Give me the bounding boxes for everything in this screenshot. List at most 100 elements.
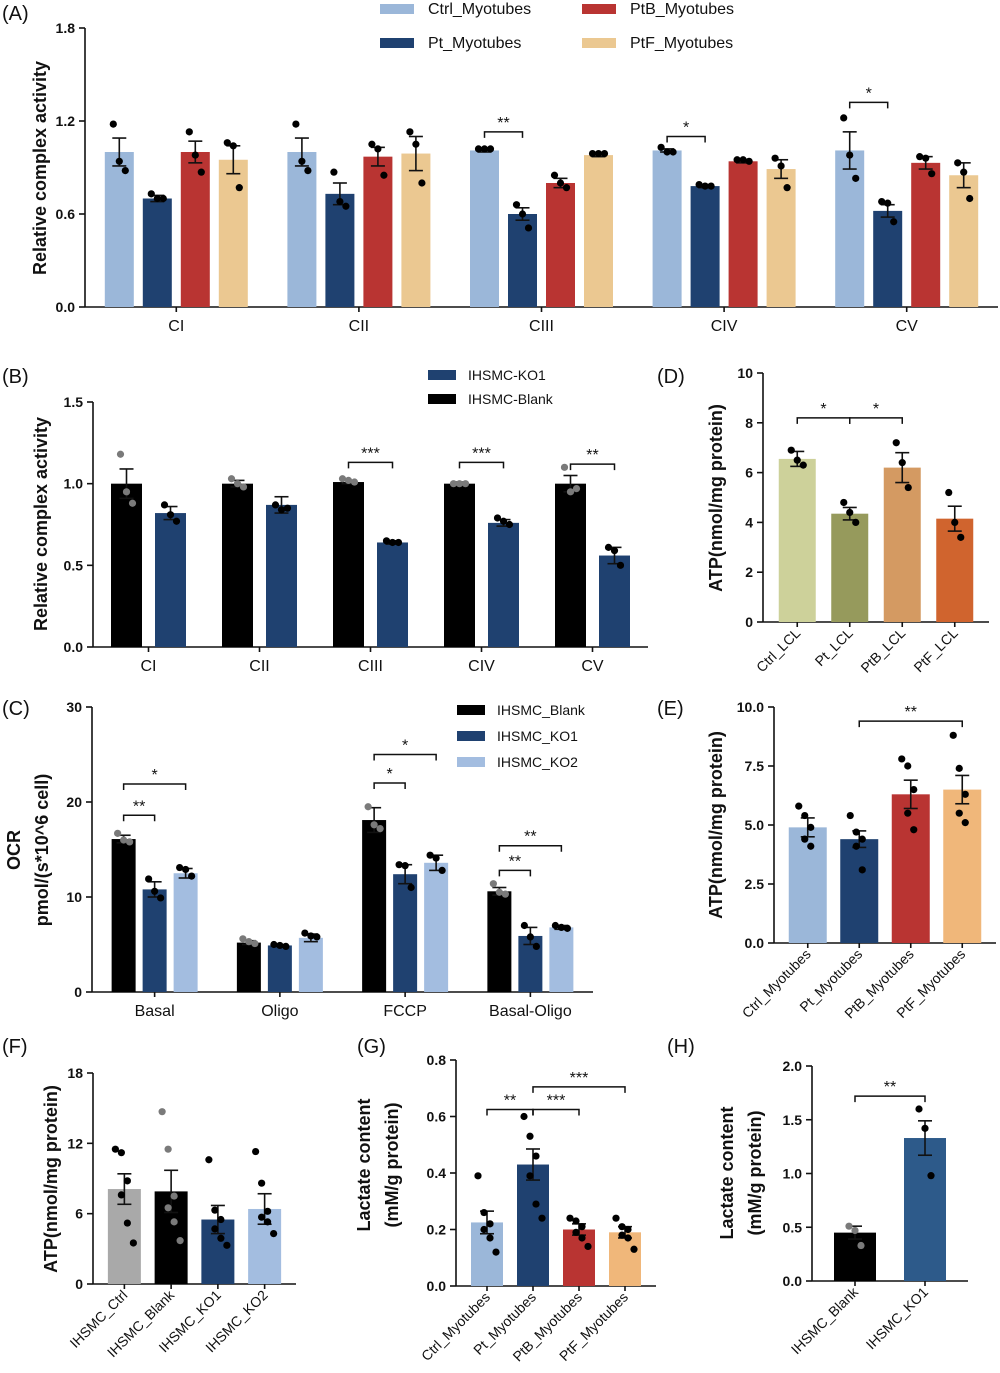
panel-label: (D) (657, 366, 685, 388)
legend: Ctrl_Myotubes Pt_Myotubes PtB_Myotubes PtF_… (380, 1, 734, 52)
data-point (283, 504, 292, 512)
data-point (109, 120, 117, 128)
data-point (807, 823, 815, 831)
data-point (616, 561, 625, 569)
data-point (170, 1218, 178, 1226)
bar-ptb_myotubes (891, 794, 930, 943)
bar-pt_myotubes (142, 198, 172, 307)
x-tick-label: Basal-Oligo (489, 1003, 572, 1020)
y-tick-label: 0.0 (427, 1278, 447, 1294)
data-point (532, 1200, 540, 1208)
bar-ihsmc-ko1 (377, 542, 408, 647)
data-point (904, 762, 912, 770)
x-tick-label: CII (249, 658, 269, 675)
data-point (164, 1145, 172, 1153)
legend-label: PtB_Myotubes (630, 1, 734, 18)
data-point (489, 880, 497, 888)
data-point (915, 1105, 923, 1113)
x-tick-label: CIII (358, 658, 383, 675)
x-tick-label: Basal (135, 1003, 175, 1020)
bar-ihsmc_blank (362, 820, 387, 992)
bar-ihsmc_ko1 (267, 945, 292, 992)
data-point (783, 184, 791, 192)
bar-ihsmc_blank (111, 839, 136, 992)
data-point (301, 929, 309, 937)
data-point (955, 764, 963, 772)
legend-swatch (428, 370, 456, 380)
significance-label: ** (504, 1092, 516, 1109)
y-tick-label: 1.0 (64, 476, 84, 492)
x-tick-label: CIV (468, 658, 495, 675)
significance-label: ** (884, 1079, 896, 1096)
data-point (584, 1242, 592, 1251)
data-point (117, 1149, 125, 1157)
bar-ihsmc_ko1 (904, 1138, 946, 1281)
significance-label: ** (133, 798, 145, 815)
data-point (486, 145, 495, 153)
data-point (904, 483, 912, 492)
data-point (663, 148, 671, 156)
data-point (270, 1229, 278, 1238)
data-point (480, 1225, 488, 1234)
data-point (501, 890, 509, 898)
bar-ihsmc-blank (333, 482, 364, 647)
y-tick-label: 0.2 (427, 1222, 447, 1238)
data-point (846, 508, 854, 517)
data-point (364, 803, 372, 811)
data-point (116, 450, 125, 458)
data-point (928, 170, 936, 178)
data-point (380, 171, 388, 179)
significance-bracket (373, 753, 437, 761)
data-point (282, 942, 290, 951)
data-point (922, 154, 930, 162)
data-point (123, 1177, 131, 1185)
significance-label: *** (570, 1070, 589, 1087)
y-tick-label: 0.6 (56, 206, 76, 222)
significance-bracket (458, 461, 505, 469)
bar-ptf_myotubes (609, 1232, 641, 1286)
bar-ptf_myotubes (949, 175, 979, 307)
y-tick-label: 1.8 (56, 20, 76, 36)
data-point (630, 1245, 638, 1253)
y-tick-label: 2.5 (745, 876, 765, 892)
data-point (235, 184, 243, 192)
data-point (520, 1112, 528, 1121)
bar-ihsmc-blank (444, 483, 475, 647)
data-point (128, 499, 137, 507)
data-point (486, 1234, 494, 1242)
significance-label: ** (509, 853, 521, 870)
y-tick-label: 4 (745, 514, 753, 530)
data-point (251, 939, 259, 948)
bar-ihsmc-ko1 (599, 555, 630, 647)
bar-ihsmc_blank (487, 891, 512, 992)
data-point (526, 1172, 534, 1180)
data-point (669, 148, 677, 156)
bar-pt_myotubes (690, 186, 720, 307)
data-point (878, 198, 886, 206)
data-point (480, 145, 489, 153)
x-tick-label: CV (581, 658, 604, 675)
data-point (771, 154, 779, 162)
y-axis-title: Relative complex activity (31, 417, 51, 631)
significance-bracket (498, 869, 532, 877)
bar-ctrl_lcl (778, 458, 816, 622)
bar-pt_myotubes (517, 1164, 549, 1286)
data-point (612, 1214, 620, 1222)
significance-bracket (848, 101, 889, 109)
legend-swatch (380, 38, 414, 48)
x-tick-label: Ctrl_LCL (753, 625, 804, 676)
data-point (572, 1228, 580, 1236)
data-point (852, 828, 860, 836)
data-point (557, 923, 565, 932)
data-point (961, 790, 969, 798)
panel-b: (B) 0.0 0.5 1.0 1.5 Relative complex activity… (2, 366, 648, 675)
data-point (277, 506, 286, 514)
x-tick-label: PtB_LCL (857, 625, 908, 676)
legend-swatch (457, 731, 485, 741)
y-axis-title: ATP(nmol/mg protein) (706, 404, 726, 592)
data-point (600, 149, 609, 158)
bar-ihsmc_ko1 (393, 874, 418, 992)
data-point (368, 140, 376, 148)
